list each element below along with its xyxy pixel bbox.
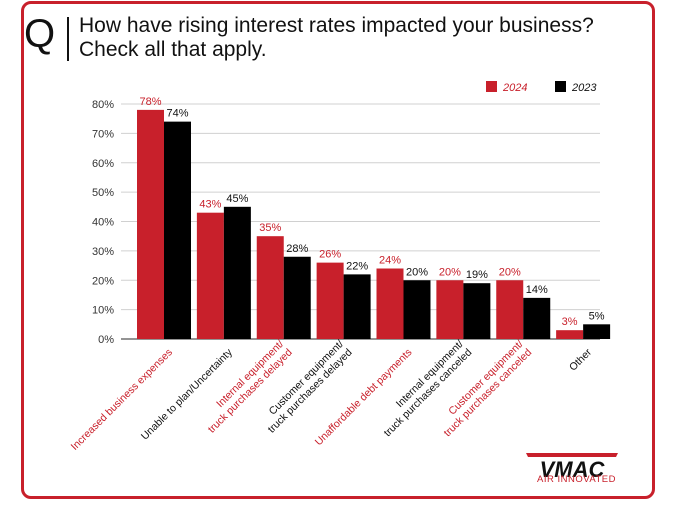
data-label: 35% <box>259 222 281 234</box>
data-label: 20% <box>499 266 521 278</box>
bar-2024 <box>376 268 404 339</box>
chart-card <box>21 1 655 499</box>
bar-2023 <box>583 324 611 339</box>
y-tick-label: 30% <box>92 246 114 258</box>
bar-2024 <box>137 109 164 339</box>
legend-label: 2024 <box>502 82 527 94</box>
question-title: How have rising interest rates impacted … <box>79 14 594 61</box>
data-label: 3% <box>562 316 578 328</box>
data-label: 22% <box>346 260 368 272</box>
bar-2024 <box>556 330 584 339</box>
y-tick-label: 0% <box>98 334 114 346</box>
data-label: 45% <box>226 193 248 205</box>
y-tick-label: 10% <box>92 305 114 317</box>
bar-2023 <box>343 274 371 339</box>
bar-2023 <box>164 121 191 339</box>
bar-2024 <box>316 262 344 339</box>
x-category-label: Increased business expenses <box>69 346 175 452</box>
data-labels: 78% 74% 43% 45% 35% 28% 26% 22% 24% 20% 20% 19% 20% 1… <box>139 96 604 328</box>
y-tick-label: 20% <box>92 275 114 287</box>
legend-label: 2023 <box>571 82 597 94</box>
bar-2023 <box>523 297 551 339</box>
question-divider <box>67 17 69 61</box>
data-label: 19% <box>466 269 488 281</box>
bar-2023 <box>223 206 251 339</box>
bar-2023 <box>403 280 431 339</box>
legend-swatch-2023 <box>555 81 566 92</box>
bar-2024 <box>256 236 284 339</box>
y-axis-ticks: 0% 10% 20% 30% 40% 50% 60% 70% 80% <box>92 99 114 346</box>
x-category-label: Other <box>567 346 594 373</box>
logo-tagline: AIR INNOVATED <box>537 474 616 485</box>
vmac-logo: VMAC <box>526 453 618 482</box>
y-tick-label: 80% <box>92 99 114 111</box>
y-tick-label: 70% <box>92 128 114 140</box>
legend: 2024 2023 <box>486 81 597 94</box>
y-tick-label: 50% <box>92 187 114 199</box>
data-label: 26% <box>319 249 341 261</box>
bars <box>137 109 611 339</box>
data-label: 24% <box>379 255 401 267</box>
data-label: 20% <box>406 266 428 278</box>
bar-2024 <box>436 280 464 339</box>
bar-2023 <box>283 256 311 339</box>
data-label: 43% <box>199 199 221 211</box>
data-label: 28% <box>286 243 308 255</box>
bar-2024 <box>496 280 524 339</box>
x-category-line: Increased business expenses <box>69 346 175 452</box>
data-label: 5% <box>589 310 605 322</box>
y-tick-label: 40% <box>92 217 114 229</box>
data-label: 74% <box>166 108 188 120</box>
y-tick-label: 60% <box>92 158 114 170</box>
data-label: 20% <box>439 266 461 278</box>
data-label: 14% <box>526 284 548 296</box>
bar-2024 <box>196 212 224 339</box>
bar-2023 <box>463 283 491 339</box>
question-marker: Q <box>24 12 56 56</box>
logo-wordmark: VMAC <box>540 457 606 482</box>
x-category-line: Other <box>567 346 594 373</box>
legend-swatch-2024 <box>486 81 497 92</box>
data-label: 78% <box>139 96 161 108</box>
